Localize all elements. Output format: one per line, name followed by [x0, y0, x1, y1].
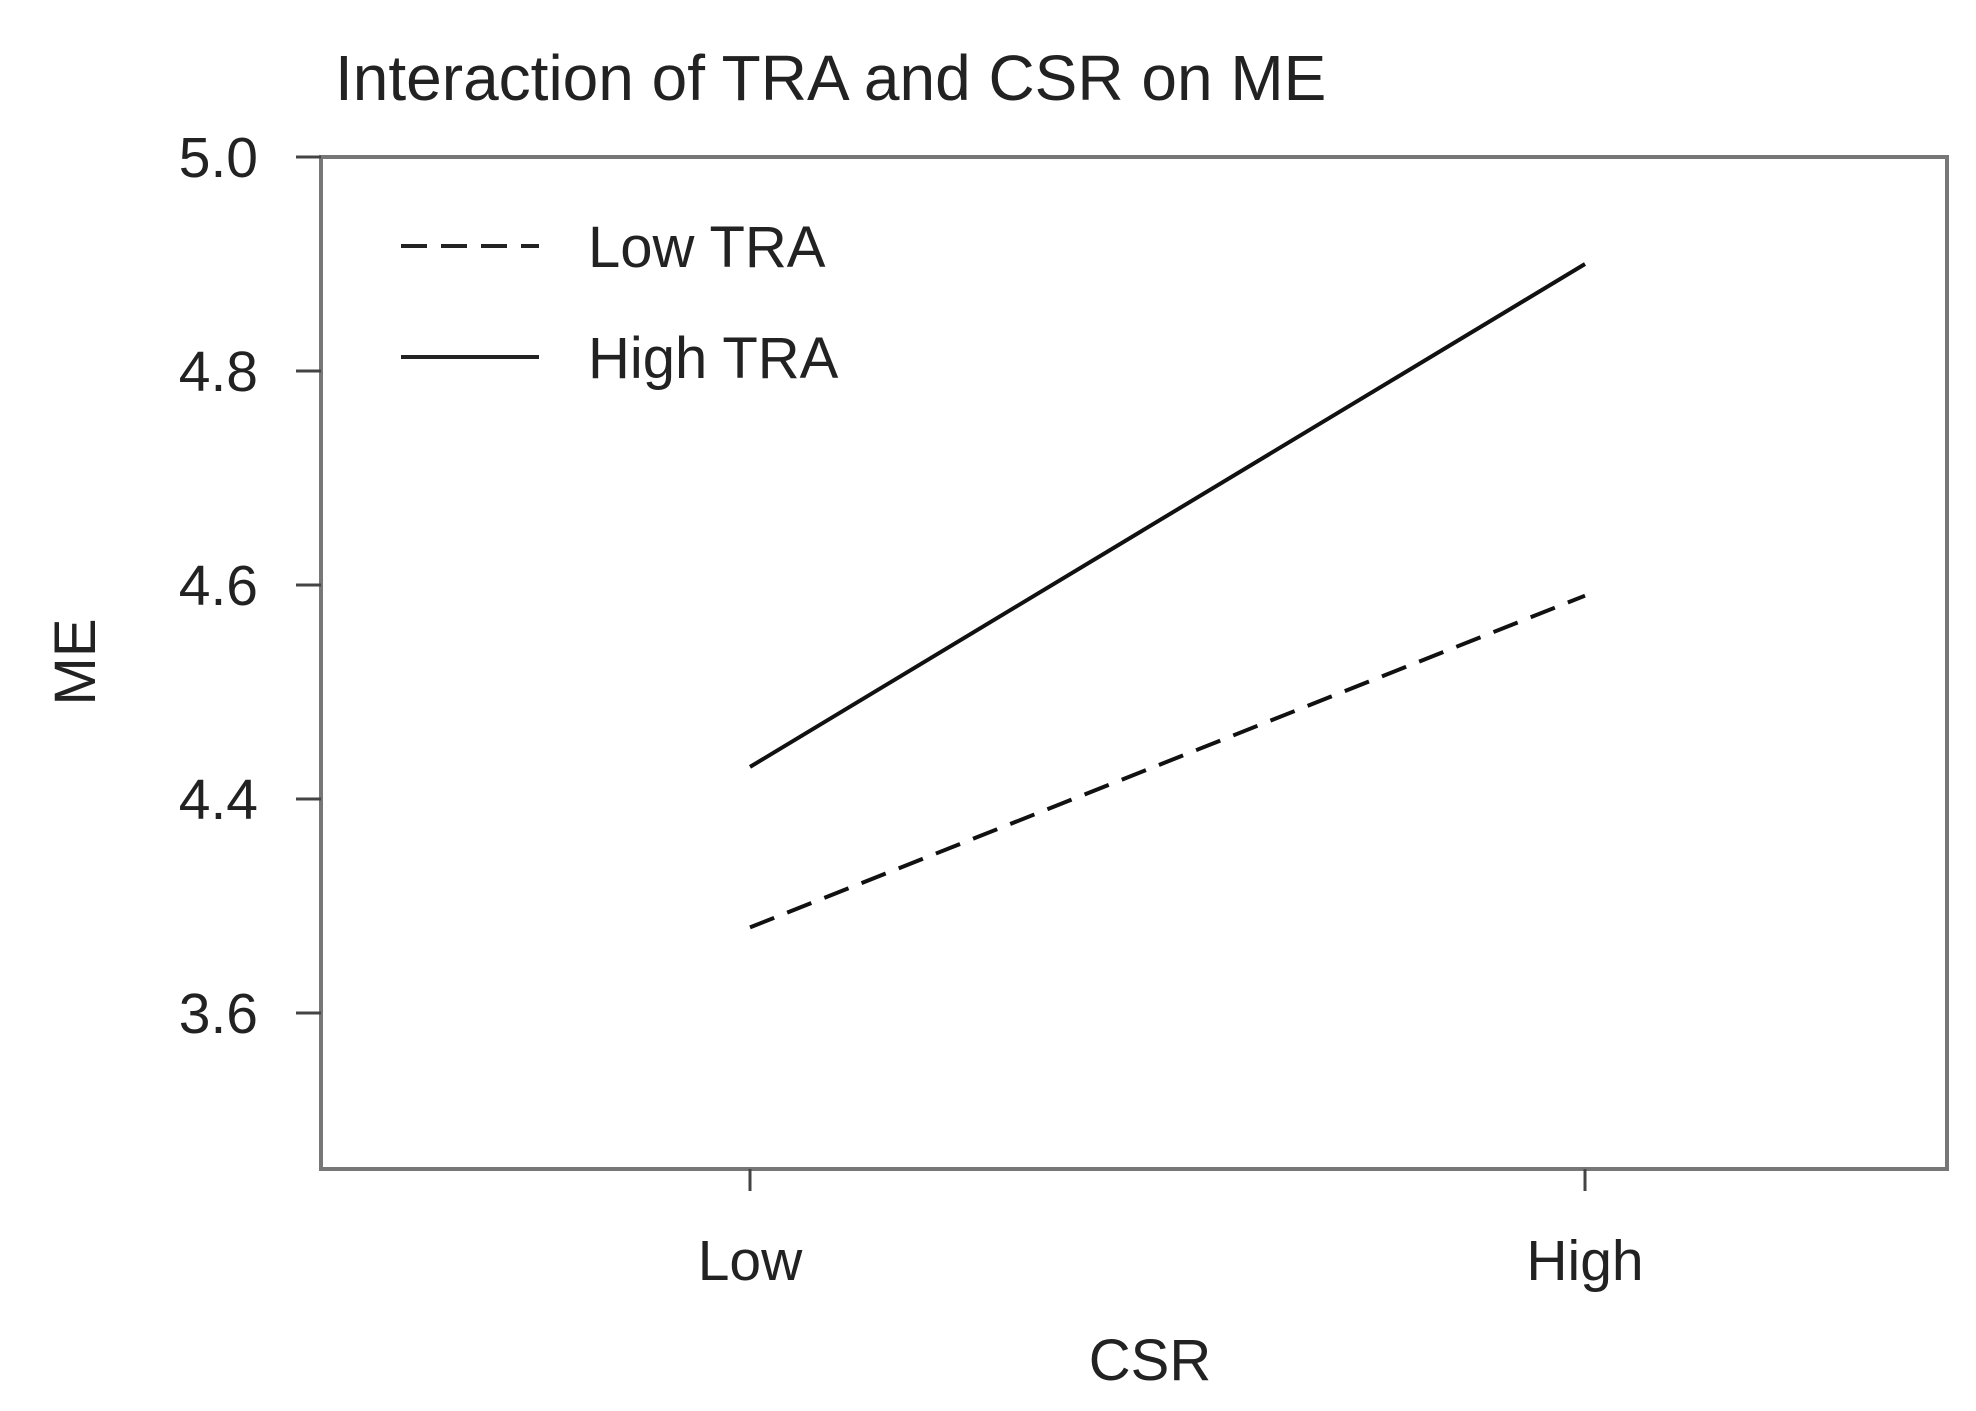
- legend-label-low-tra: Low TRA: [588, 215, 826, 280]
- y-tick-label: 4.6: [179, 554, 258, 618]
- series-line-high-tra: [748, 262, 1587, 769]
- y-tick-label: 5.0: [179, 126, 258, 190]
- y-axis-label: ME: [43, 619, 108, 706]
- legend-label-high-tra: High TRA: [588, 326, 839, 391]
- series-line-low-tra: [749, 593, 1586, 930]
- x-tick-label: High: [1526, 1229, 1643, 1293]
- y-tick-label: 4.8: [179, 340, 258, 404]
- chart-title: Interaction of TRA and CSR on ME: [335, 42, 1326, 114]
- plot-frame: [319, 155, 1949, 1171]
- y-tick-label: 4.4: [179, 768, 258, 832]
- y-tick-label: 3.6: [179, 982, 258, 1046]
- x-tick-label: Low: [698, 1229, 803, 1293]
- legend: Low TRA High TRA: [401, 215, 839, 391]
- x-axis-label: CSR: [1089, 1328, 1211, 1393]
